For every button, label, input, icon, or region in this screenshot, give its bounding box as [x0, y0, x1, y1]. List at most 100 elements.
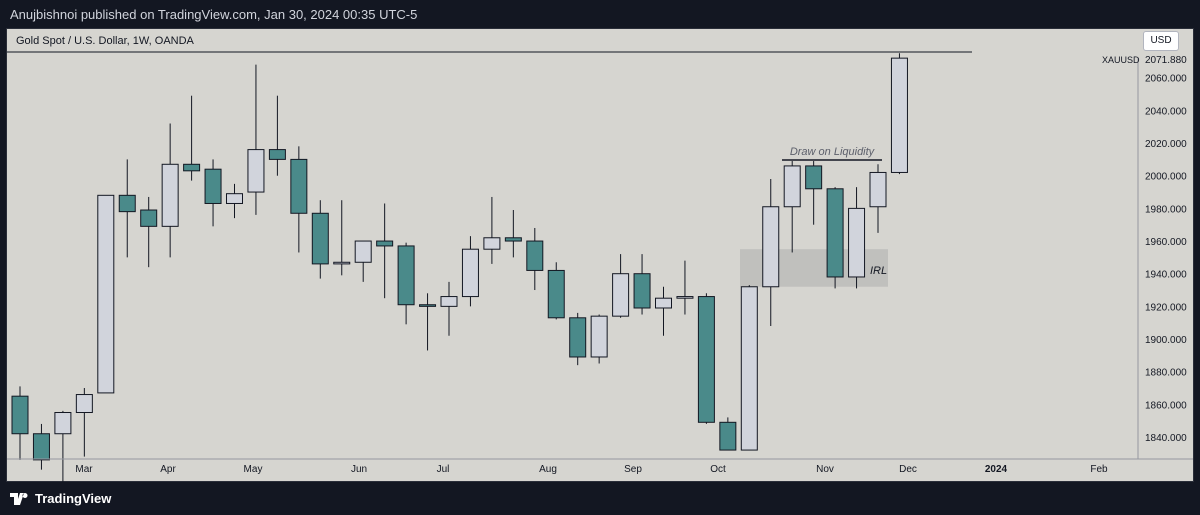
candle-body — [290, 158, 308, 214]
candle — [226, 183, 243, 219]
x-tick-label: May — [244, 464, 263, 475]
candle — [805, 161, 823, 225]
y-tick-label: 2000.000 — [1145, 172, 1187, 183]
candle-body — [783, 165, 801, 208]
tradingview-logo[interactable]: TradingView — [10, 491, 111, 506]
candle — [719, 417, 737, 451]
publisher-line: Anujbishnoi published on TradingView.com… — [10, 7, 418, 22]
candle — [290, 146, 308, 253]
candle-body — [826, 188, 844, 278]
candle — [783, 161, 801, 253]
y-axis: 1840.000 1860.000 1880.000 1900.000 1920.000… — [1102, 55, 1187, 444]
candle-body — [118, 194, 136, 213]
candle — [247, 64, 265, 215]
x-tick-label: Oct — [710, 464, 726, 475]
y-tick-label: 1840.000 — [1145, 433, 1187, 444]
irl-zone — [740, 249, 888, 287]
candle — [655, 286, 672, 336]
candle — [97, 194, 115, 394]
x-tick-label: Nov — [816, 464, 834, 475]
x-tick-label: Apr — [160, 464, 176, 475]
candle — [440, 281, 458, 336]
publisher-bar: Anujbishnoi published on TradingView.com… — [0, 0, 1200, 28]
price-chart[interactable]: Draw on Liquidity IRL 1840.000 1860.000 188… — [0, 0, 1200, 482]
candle-body — [526, 240, 544, 271]
candle-body — [75, 394, 93, 414]
candle-body — [612, 273, 630, 317]
tradingview-logo-icon — [10, 492, 28, 505]
candle-body — [226, 193, 243, 204]
y-tick-label: 1960.000 — [1145, 237, 1187, 248]
candle-body — [333, 261, 351, 265]
candle — [740, 285, 758, 451]
x-axis: Mar Apr May Jun Jul Aug Sep Oct Nov Dec 2024 Feb — [75, 464, 1108, 475]
candle-body — [54, 412, 72, 435]
candle — [483, 196, 501, 264]
x-tick-label: 2024 — [985, 464, 1008, 475]
x-tick-label: Jul — [437, 464, 450, 475]
x-tick-label: Mar — [75, 464, 93, 475]
candle — [848, 187, 866, 289]
last-price-label: 2071.880 — [1145, 55, 1187, 66]
candle — [354, 240, 372, 282]
candle — [140, 196, 158, 268]
candle — [183, 95, 201, 181]
candle-body — [397, 245, 415, 306]
y-tick-label: 1900.000 — [1145, 335, 1187, 346]
y-tick-label: 1880.000 — [1145, 368, 1187, 379]
y-tick-label: 1860.000 — [1145, 400, 1187, 411]
y-tick-label: 2040.000 — [1145, 106, 1187, 117]
candle — [762, 178, 780, 326]
candle — [397, 242, 415, 325]
x-tick-label: Feb — [1090, 464, 1108, 475]
candle-body — [504, 237, 522, 242]
candle-body — [376, 240, 394, 247]
irl-label: IRL — [870, 265, 887, 277]
candle — [161, 123, 179, 258]
candle — [569, 312, 587, 366]
candle — [204, 159, 222, 227]
x-tick-label: Dec — [899, 464, 917, 475]
candle-body — [461, 248, 479, 298]
y-tick-label: 1920.000 — [1145, 302, 1187, 313]
candle — [612, 254, 630, 318]
candle-body — [740, 286, 758, 451]
candle — [419, 293, 437, 351]
candle-body — [569, 317, 587, 358]
draw-on-liquidity-label: Draw on Liquidity — [790, 146, 876, 158]
candle-body — [547, 269, 565, 319]
candle — [11, 386, 29, 460]
candle-body — [633, 273, 651, 309]
candle — [676, 260, 694, 315]
candle — [890, 53, 908, 175]
x-tick-label: Aug — [539, 464, 557, 475]
candle-body — [354, 240, 372, 263]
y-tick-label: 1940.000 — [1145, 270, 1187, 281]
candle — [633, 254, 651, 315]
candle — [504, 210, 522, 258]
candle — [268, 95, 286, 176]
candle-body — [590, 315, 608, 358]
candle-body — [697, 296, 715, 423]
candle-body — [483, 237, 501, 250]
candle — [32, 423, 50, 470]
y-tick-label: 1980.000 — [1145, 204, 1187, 215]
candle-body — [183, 163, 201, 172]
candle-body — [11, 395, 29, 435]
candle — [826, 187, 844, 289]
candle-body — [97, 194, 115, 394]
candle-body — [204, 168, 222, 204]
candle-body — [161, 163, 179, 227]
candle-body — [676, 296, 694, 299]
candle-body — [655, 297, 672, 309]
candle-body — [762, 206, 780, 288]
candle — [118, 159, 136, 258]
candle-body — [268, 149, 286, 160]
currency-button[interactable]: USD — [1143, 31, 1179, 51]
candle-body — [140, 209, 158, 227]
candle-body — [32, 433, 50, 461]
chart-frame — [6, 28, 1194, 482]
symbol-label: XAUUSD — [1102, 55, 1140, 65]
candle — [75, 388, 93, 457]
chart-symbol-header: Gold Spot / U.S. Dollar, 1W, OANDA — [16, 35, 194, 47]
